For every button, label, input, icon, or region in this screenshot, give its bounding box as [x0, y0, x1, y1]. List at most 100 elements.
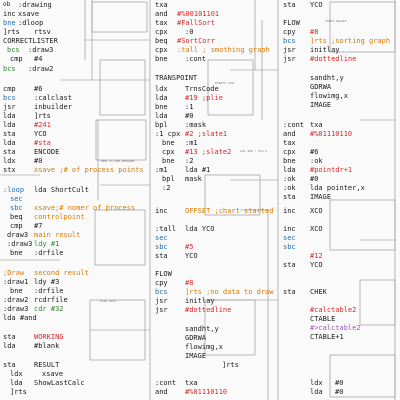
code-fragment: ]rts ;no data to draw [185, 288, 274, 296]
code-fragment: :2 [185, 157, 194, 165]
code-fragment: inc [3, 10, 16, 18]
code-fragment: #4 [34, 55, 43, 63]
code-fragment: lda ShortCult [34, 186, 89, 194]
code-fragment: xsave;# nomer of process [34, 204, 136, 212]
code-fragment: #dottedline [310, 55, 357, 63]
code-fragment: cpy [283, 28, 296, 36]
code-fragment: YCO [310, 1, 323, 9]
code-fragment: sbc [155, 243, 168, 251]
code-fragment: ldx [3, 157, 16, 165]
code-fragment: lda pointer,x [310, 184, 365, 192]
code-fragment: :tall [155, 225, 177, 233]
code-fragment: sec [155, 234, 168, 242]
code-fragment: draw3 [7, 231, 29, 239]
code-panel-box [99, 59, 146, 116]
code-fragment: lda [310, 388, 323, 396]
code-fragment: :cont [283, 121, 305, 129]
code-fragment: txa [185, 379, 198, 387]
code-fragment: ]rts ;sorting graph [310, 37, 391, 45]
code-fragment: sta [283, 193, 296, 201]
code-fragment: controlpoint [34, 213, 85, 221]
code-fragment: #6 [34, 85, 43, 93]
code-fragment: #pointdr+1 [310, 166, 353, 174]
code-fragment: beq [155, 37, 168, 45]
code-fragment: sta [283, 288, 296, 296]
code-fragment: lda [3, 342, 16, 350]
code-fragment: lda [3, 139, 16, 147]
code-fragment: lda [283, 166, 296, 174]
code-fragment: #%01110110 [310, 130, 353, 138]
code-fragment: bpl [155, 121, 168, 129]
code-fragment: sandht,y [310, 74, 344, 82]
code-panel-box [329, 199, 396, 251]
code-fragment: #8 [185, 279, 194, 287]
code-fragment: bcs [3, 94, 16, 102]
code-fragment: sbc [10, 204, 23, 212]
tiny-annotation: LDA 400 : STA 5 [240, 149, 268, 153]
code-panel-box [207, 59, 254, 116]
code-fragment: #5 [185, 243, 194, 251]
code-fragment: initlay [310, 46, 340, 54]
code-fragment: #sta [34, 139, 51, 147]
code-fragment: inc [155, 207, 168, 215]
code-fragment: ldx [310, 379, 323, 387]
code-fragment: ldy #3 [34, 278, 60, 286]
code-fragment: flowimg,x [310, 92, 348, 100]
code-fragment: cmp [10, 222, 23, 230]
tiny-annotation: JUMP TO SUB_PROGRAM [100, 159, 135, 163]
code-fragment: ldy #1 [34, 240, 60, 248]
code-fragment: #%01110110 [185, 388, 228, 396]
code-fragment: YCO [185, 252, 198, 260]
code-fragment: txa [155, 1, 168, 9]
code-fragment: YCO [34, 130, 47, 138]
code-fragment: #2 ;slate1 [185, 130, 228, 138]
code-fragment: ;Draw [3, 269, 25, 277]
code-fragment: :dloop [18, 19, 44, 27]
code-fragment: and [283, 130, 296, 138]
code-fragment: :tall ; smothing graph [177, 46, 270, 54]
code-fragment: #6 [310, 148, 319, 156]
code-fragment: main result [34, 231, 81, 239]
code-fragment: cpx [155, 28, 168, 36]
code-panel-box [329, 354, 396, 398]
code-fragment: ]rts [3, 28, 20, 36]
code-fragment: bcs [3, 65, 16, 73]
code-fragment: IMAGE [185, 352, 207, 360]
code-panel-box [95, 119, 147, 161]
code-fragment: lda YCO [185, 225, 215, 233]
code-fragment: bne [162, 157, 175, 165]
code-fragment: CORRECTLISTER [3, 37, 58, 45]
code-fragment: :loop [3, 186, 25, 194]
tiny-annotation: TABLE VALUES [325, 19, 347, 23]
code-fragment: :draw3 [3, 305, 29, 313]
code-fragment: second result [34, 269, 89, 277]
code-fragment: :drawing [18, 1, 52, 9]
code-fragment: :drfile [34, 287, 64, 295]
code-fragment: :cont [155, 379, 177, 387]
code-fragment: cmp [3, 85, 16, 93]
code-fragment: cmp [10, 55, 23, 63]
code-fragment: YCO [310, 261, 323, 269]
code-fragment: :draw1 [3, 278, 29, 286]
code-fragment: sta [3, 333, 16, 341]
code-fragment: :2 [162, 184, 171, 192]
code-fragment: sbc [283, 243, 296, 251]
code-fragment: :draw3 [7, 240, 33, 248]
code-fragment: sec [283, 234, 296, 242]
code-fragment: :ok [283, 184, 296, 192]
code-fragment: and [155, 10, 168, 18]
code-fragment: tax [155, 19, 168, 27]
code-fragment: #19 ;plie [185, 94, 223, 102]
code-fragment: xsave [42, 370, 64, 378]
code-fragment: cpx [162, 148, 175, 156]
code-panel-box [94, 209, 146, 266]
code-fragment: #SortCorr [177, 37, 215, 45]
code-fragment: ldx [10, 370, 23, 378]
code-panel-box [204, 174, 261, 216]
code-fragment: :ok [310, 157, 323, 165]
code-fragment: lda [10, 379, 23, 387]
code-fragment: #>calctable2 [310, 324, 361, 332]
code-fragment: ENCODE [34, 148, 60, 156]
code-fragment: ShowLastCalc [34, 379, 85, 387]
code-fragment: bcs [283, 37, 296, 45]
